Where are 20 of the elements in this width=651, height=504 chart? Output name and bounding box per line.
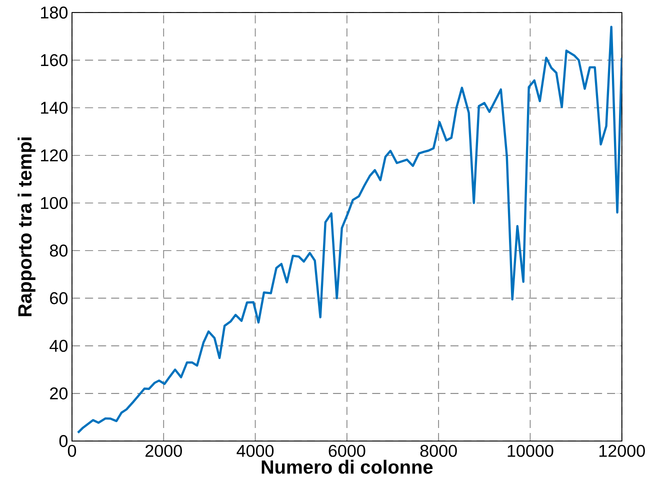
x-tick-label: 12000 [599, 444, 645, 457]
y-tick-label: 60 [50, 292, 68, 304]
x-tick-label: 2000 [146, 444, 182, 457]
y-tick-label: 120 [41, 149, 68, 162]
y-tick-label: 160 [41, 54, 68, 66]
y-tick-label: 0 [59, 435, 68, 448]
x-tick-label: 6000 [328, 444, 366, 457]
x-tick-label: 0 [68, 444, 76, 457]
x-tick-label: 8000 [420, 444, 457, 457]
y-tick-label: 40 [50, 340, 68, 352]
x-tick-label: 10000 [508, 444, 554, 457]
line-series [76, 26, 622, 434]
y-tick-label: 140 [41, 102, 68, 114]
x-tick-label: 4000 [236, 444, 274, 457]
y-tick-label: 100 [41, 197, 68, 210]
y-axis-title: Rapporto tra i tempi [18, 138, 36, 316]
x-axis-title: Numero di colonne [262, 460, 433, 474]
y-tick-label: 180 [41, 6, 68, 19]
y-tick-label: 20 [50, 387, 68, 400]
y-tick-label: 80 [50, 244, 68, 257]
